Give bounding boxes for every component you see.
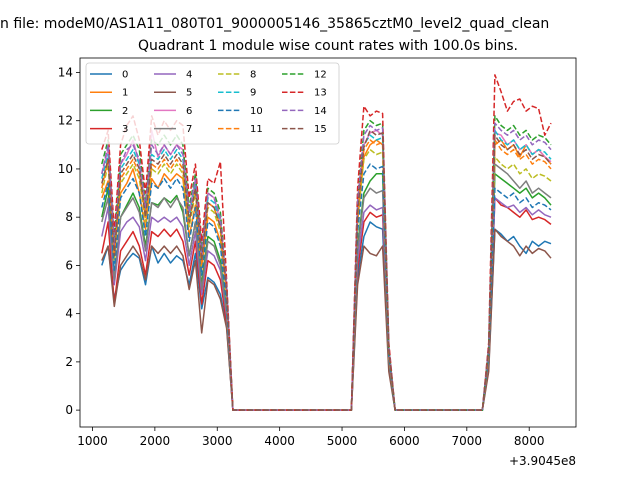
x-tick-label: 5000 (327, 434, 358, 448)
legend-label-6: 6 (186, 106, 192, 117)
legend-label-13: 13 (314, 88, 327, 99)
y-tick-label: 0 (65, 403, 73, 417)
series-line-6 (101, 129, 552, 411)
series-line-5 (101, 228, 552, 411)
x-tick-label: 8000 (514, 434, 545, 448)
series-line-12 (101, 115, 552, 411)
chart-suptitle: n file: modeM0/AS1A11_080T01_9000005146_… (0, 16, 549, 32)
plot-frame (79, 57, 577, 428)
legend-label-11: 11 (250, 124, 263, 135)
legend-label-7: 7 (186, 124, 192, 135)
y-tick-label: 12 (58, 114, 73, 128)
series-line-4 (101, 197, 552, 411)
legend-label-0: 0 (122, 70, 128, 81)
y-tick-label: 4 (65, 307, 73, 321)
series-line-3 (101, 197, 552, 411)
legend-label-9: 9 (250, 88, 256, 99)
legend-label-4: 4 (186, 70, 192, 81)
series-line-2 (101, 173, 552, 411)
x-tick-label: 1000 (77, 434, 108, 448)
series-line-11 (101, 139, 552, 411)
x-offset-label: +3.9045e8 (509, 454, 576, 468)
y-tick-label: 10 (58, 162, 73, 176)
legend-label-8: 8 (250, 70, 256, 81)
legend-label-12: 12 (314, 70, 327, 81)
y-tick-label: 14 (58, 65, 73, 79)
legend-label-1: 1 (122, 88, 128, 99)
series-line-8 (101, 148, 552, 411)
plot-lines (101, 74, 552, 411)
y-tick-label: 8 (65, 210, 73, 224)
series-line-9 (101, 129, 552, 411)
y-axis: 0 2 4 6 8 10 12 14 (58, 65, 80, 417)
legend-label-3: 3 (122, 124, 128, 135)
x-tick-label: 7000 (452, 434, 483, 448)
x-tick-label: 3000 (202, 434, 233, 448)
legend-label-14: 14 (314, 106, 327, 117)
x-axis: 1000 2000 3000 4000 5000 6000 7000 8000 (77, 427, 544, 448)
x-tick-label: 4000 (264, 434, 295, 448)
series-line-0 (101, 221, 552, 411)
legend-label-10: 10 (250, 106, 263, 117)
legend-frame (85, 62, 340, 145)
series-line-1 (101, 139, 552, 411)
legend-label-5: 5 (186, 88, 192, 99)
x-tick-label: 2000 (140, 434, 171, 448)
y-tick-label: 2 (65, 355, 73, 369)
legend-label-2: 2 (122, 106, 128, 117)
series-line-15 (101, 129, 552, 411)
x-tick-label: 6000 (389, 434, 420, 448)
y-tick-label: 6 (65, 258, 73, 272)
legend-label-15: 15 (314, 124, 327, 135)
chart-title: Quadrant 1 module wise count rates with … (138, 38, 518, 54)
